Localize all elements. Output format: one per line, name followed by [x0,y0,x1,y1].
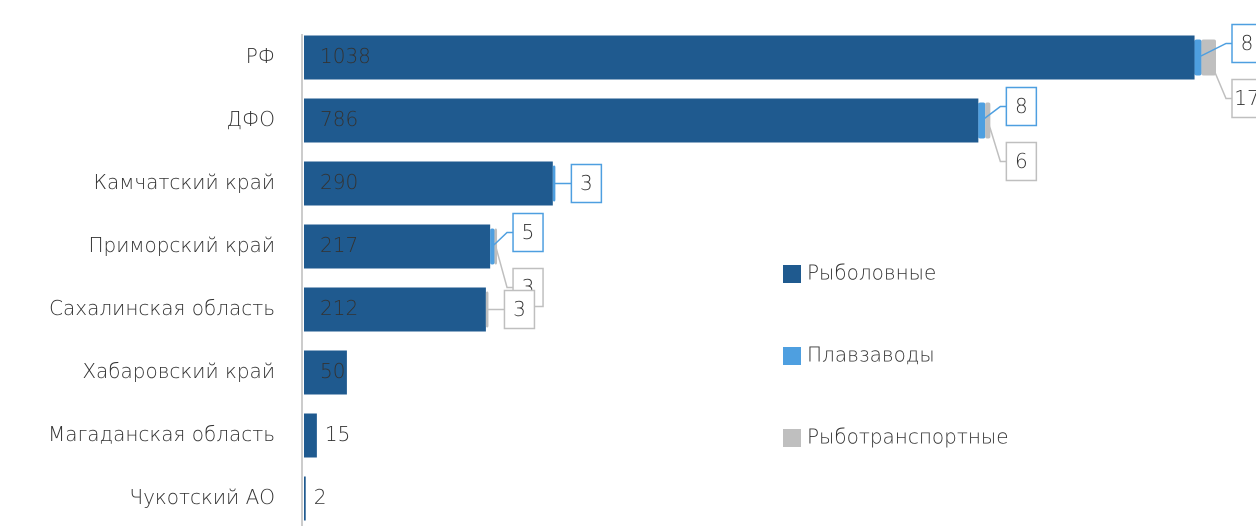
value-label: 290 [320,170,358,194]
value-label: 3 [580,171,593,195]
category-label: Камчатский край [94,170,275,194]
bar-segment [304,224,491,269]
category-label: Хабаровский край [82,359,275,383]
leader-line [981,105,1007,122]
bar-segment [304,161,553,206]
value-label: 17 [1234,86,1256,110]
label-box [570,163,603,204]
label-box [1231,78,1256,119]
leader-line [987,120,1007,163]
label-box [1005,86,1038,127]
bar-segment [304,476,306,521]
category-label: Чукотский АО [129,485,275,509]
category-label: РФ [246,44,275,68]
leader-line [1197,42,1232,59]
value-label: 212 [320,296,358,320]
legend-swatch [783,265,801,283]
label-box [512,212,544,253]
label-box [503,289,536,330]
label-box [1231,23,1256,64]
label-box [1005,141,1038,182]
value-label: 786 [320,107,358,131]
value-label: 8 [1015,94,1028,118]
legend-swatch [783,429,801,447]
value-label: 1038 [320,44,371,68]
legend-label: Рыботранспортные [807,425,1009,449]
legend-swatch [783,347,801,365]
value-label: 2 [314,485,327,509]
leader-line [491,231,514,248]
legend-label: Плавзаводы [807,343,935,367]
bar-segment [304,413,317,458]
leader-line [1208,57,1232,100]
value-label: 5 [522,220,535,244]
legend-label: Рыболовные [807,261,936,285]
value-label: 3 [513,297,526,321]
bar-segment [304,350,347,395]
category-label: ДФО [227,107,275,131]
bar-segment [304,98,979,143]
value-label: 50 [320,359,345,383]
bar-segment [304,287,486,332]
value-label: 6 [1015,149,1028,173]
value-label: 8 [1241,31,1254,55]
category-label: Приморский край [88,233,275,257]
category-label: Магаданская область [48,422,275,446]
bar-segment [304,35,1195,80]
category-label: Сахалинская область [49,296,275,320]
value-label: 217 [320,233,358,257]
leader-line [495,246,514,289]
value-label: 15 [325,422,350,446]
